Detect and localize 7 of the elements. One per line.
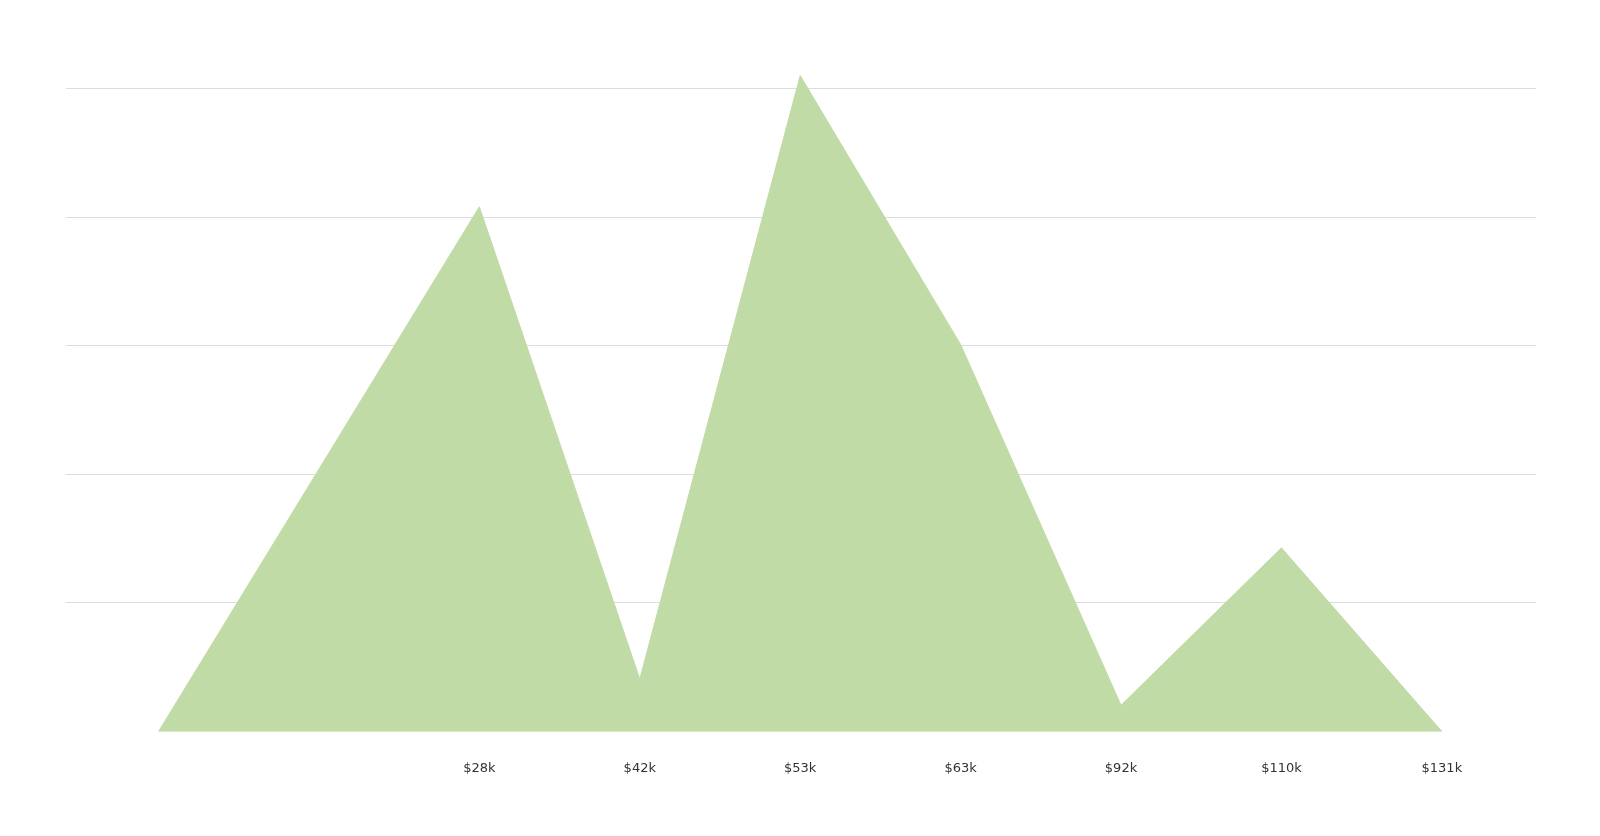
x-tick-label: $110k	[1261, 759, 1303, 775]
x-tick-label: $53k	[784, 759, 817, 775]
x-tick-label: $42k	[623, 759, 657, 775]
x-tick-label: $92k	[1104, 759, 1138, 775]
x-tick-label: $63k	[944, 759, 978, 775]
x-tick-label: $28k	[463, 759, 497, 775]
x-tick-label: $131k	[1421, 759, 1463, 775]
